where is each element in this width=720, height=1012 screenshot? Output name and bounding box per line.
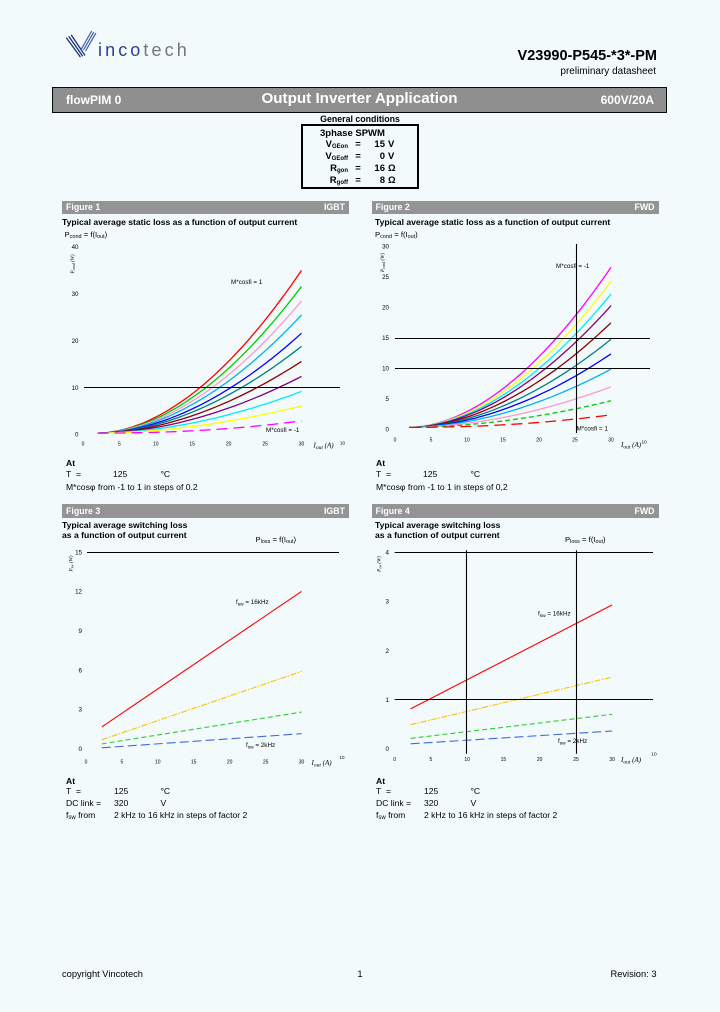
svg-text:10: 10: [651, 752, 657, 758]
svg-text:Iout (A): Iout (A): [313, 441, 335, 451]
svg-text:15: 15: [191, 759, 197, 765]
svg-text:25: 25: [262, 441, 268, 447]
svg-text:5: 5: [430, 757, 433, 763]
svg-text:0: 0: [386, 746, 390, 753]
svg-text:10: 10: [340, 441, 346, 446]
svg-text:20: 20: [382, 305, 389, 312]
svg-text:9: 9: [79, 628, 83, 635]
svg-text:10: 10: [153, 441, 159, 447]
svg-text:10: 10: [464, 438, 470, 444]
svg-text:20: 20: [536, 438, 542, 444]
svg-text:3: 3: [386, 599, 390, 606]
svg-text:0: 0: [85, 759, 88, 765]
svg-text:5: 5: [430, 438, 433, 444]
svg-text:5: 5: [118, 441, 121, 447]
svg-text:0: 0: [394, 438, 397, 444]
svg-text:fsw = 16kHz: fsw = 16kHz: [538, 611, 571, 619]
svg-text:40: 40: [72, 244, 79, 251]
svg-text:Iout (A): Iout (A): [311, 759, 333, 769]
svg-text:Psw (W): Psw (W): [378, 556, 383, 573]
svg-text:10: 10: [642, 440, 648, 446]
svg-text:25: 25: [263, 759, 269, 765]
svg-text:4: 4: [386, 550, 390, 557]
svg-text:Pcond (W): Pcond (W): [381, 253, 386, 273]
svg-text:0: 0: [79, 746, 83, 753]
svg-text:30: 30: [382, 244, 389, 251]
svg-text:Pcond (W): Pcond (W): [71, 254, 76, 274]
svg-text:Psw (W): Psw (W): [70, 555, 75, 572]
svg-text:10: 10: [464, 757, 470, 763]
svg-text:30: 30: [608, 438, 614, 444]
svg-text:Iout (A): Iout (A): [620, 441, 642, 451]
svg-text:1: 1: [386, 697, 390, 704]
svg-text:5: 5: [386, 396, 390, 403]
svg-text:20: 20: [227, 759, 233, 765]
svg-text:30: 30: [609, 757, 615, 763]
svg-text:30: 30: [72, 291, 79, 298]
svg-text:15: 15: [501, 757, 507, 763]
svg-text:20: 20: [72, 338, 79, 345]
svg-text:0: 0: [393, 757, 396, 763]
svg-text:10: 10: [155, 759, 161, 765]
svg-text:15: 15: [500, 438, 506, 444]
svg-text:5: 5: [121, 759, 124, 765]
svg-text:M*cosfi = 1: M*cosfi = 1: [577, 425, 609, 432]
svg-text:Iout (A): Iout (A): [620, 756, 642, 766]
svg-text:fsw = 2kHz: fsw = 2kHz: [558, 738, 587, 746]
svg-text:3: 3: [79, 707, 83, 714]
svg-text:M*cosfi = 1: M*cosfi = 1: [231, 279, 263, 286]
svg-text:0: 0: [82, 441, 85, 447]
svg-text:25: 25: [572, 438, 578, 444]
svg-text:25: 25: [573, 757, 579, 763]
svg-text:15: 15: [189, 441, 195, 447]
svg-text:25: 25: [382, 274, 389, 281]
svg-text:10: 10: [340, 755, 346, 760]
svg-text:15: 15: [382, 335, 389, 342]
svg-text:12: 12: [75, 589, 82, 596]
svg-text:20: 20: [226, 441, 232, 447]
svg-text:0: 0: [386, 427, 390, 434]
svg-text:2: 2: [386, 648, 390, 655]
svg-text:0: 0: [75, 432, 79, 439]
svg-text:15: 15: [75, 549, 82, 556]
svg-text:30: 30: [299, 759, 305, 765]
svg-text:10: 10: [72, 385, 79, 392]
svg-text:fsw = 16kHz: fsw = 16kHz: [236, 599, 269, 607]
svg-text:fsw = 2kHz: fsw = 2kHz: [246, 742, 275, 750]
svg-text:20: 20: [537, 757, 543, 763]
svg-text:M*cosfi = -1: M*cosfi = -1: [266, 427, 300, 434]
svg-text:M*cosfi = -1: M*cosfi = -1: [556, 263, 590, 270]
svg-text:10: 10: [382, 366, 389, 373]
svg-text:6: 6: [79, 667, 83, 674]
svg-text:30: 30: [299, 441, 305, 447]
